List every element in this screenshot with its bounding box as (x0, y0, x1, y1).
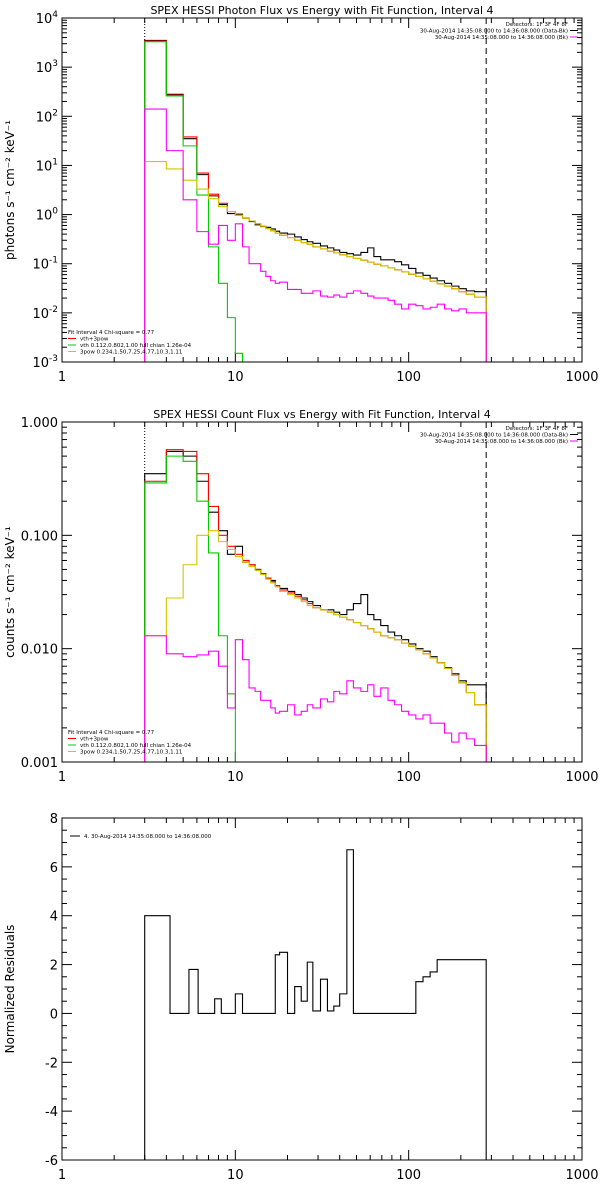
x-tick-label: 100 (396, 770, 421, 785)
legend-top-text: 30-Aug-2014 14:35:08.000 to 14:36:08.000… (435, 35, 568, 41)
series-vth-3pow (144, 40, 487, 362)
series-vth (144, 455, 487, 762)
legend-bottom-text: Fit Interval 4 Chi-square = 0.77 (68, 330, 155, 336)
plot-area (144, 18, 487, 362)
legend-bottom-text: vth+3pow (80, 337, 109, 343)
x-tick-label: 1 (58, 370, 66, 385)
y-tick-label: -4 (45, 1105, 58, 1120)
series-data-bk (144, 450, 487, 762)
x-tick-label: 1000 (565, 1168, 598, 1183)
series-residual (144, 849, 487, 1160)
x-tick-label: 10 (227, 770, 244, 785)
x-tick-label: 1000 (565, 770, 598, 785)
y-tick-label: 0.010 (21, 643, 58, 658)
y-tick-label: 8 (50, 812, 58, 827)
y-tick-label: 102 (36, 108, 58, 125)
y-tick-label: 6 (50, 861, 58, 876)
legend-bottom-text: Fit Interval 4 Chi-square = 0.77 (68, 730, 155, 736)
y-tick-label: 101 (36, 157, 58, 174)
y-tick-label: 0.100 (21, 529, 58, 544)
plot-frame (61, 17, 583, 363)
series-vth (144, 41, 487, 362)
y-tick-label: 4 (50, 910, 58, 925)
chart-panel-1: SPEX HESSI Photon Flux vs Energy with Fi… (3, 4, 599, 385)
y-tick-label: 104 (36, 10, 59, 27)
y-tick-label: -6 (45, 1154, 58, 1169)
legend-top-text: 30-Aug-2014 14:35:08.000 to 14:36:08.000… (420, 433, 568, 439)
chart-title: SPEX HESSI Count Flux vs Energy with Fit… (153, 408, 490, 421)
legend-bottom-text: vth 0.112,0.802,1.00 full chian 1.26e-04 (80, 343, 192, 349)
legend-top-text: Detectors: 1F 3F 4F 8F (506, 426, 568, 432)
y-axis-label: Normalized Residuals (3, 925, 17, 1054)
series-data-bk (144, 39, 487, 362)
chart-panel-3: Normalized Residuals 1 10 100 1000 -6 -4 -2 0 2 4 6… (3, 812, 599, 1183)
plot-area (144, 849, 487, 1160)
series-bk (144, 635, 487, 762)
y-tick-label: 10-3 (32, 354, 58, 371)
series-bk (144, 108, 487, 362)
legend-top-text: 30-Aug-2014 14:35:08.000 to 14:36:08.000… (435, 439, 568, 445)
legend-bottom-text: vth 0.112,0.802,1.00 full chian 1.26e-04 (80, 743, 192, 749)
y-tick-label: 10-2 (32, 305, 58, 322)
x-tick-label: 10 (227, 370, 244, 385)
series-3pow (144, 530, 487, 762)
y-tick-label: 10-1 (32, 256, 58, 273)
y-tick-label: 0.001 (21, 756, 58, 771)
plot-area (144, 422, 487, 762)
legend-bottom-text: 3pow 0.234,1.50,7.25,4.77,10.3,1.11 (80, 750, 182, 756)
plot-frame (61, 817, 583, 1161)
x-tick-label: 100 (396, 370, 421, 385)
y-tick-label: 100 (36, 207, 59, 224)
x-tick-label: 1 (58, 1168, 66, 1183)
chart-title: SPEX HESSI Photon Flux vs Energy with Fi… (150, 4, 493, 17)
x-tick-label: 100 (396, 1168, 421, 1183)
y-tick-label: 103 (36, 59, 58, 76)
y-tick-label: -2 (45, 1056, 58, 1071)
series-3pow (144, 160, 487, 362)
y-tick-label: 2 (50, 959, 58, 974)
plot-frame (61, 421, 583, 763)
legend-top-text: 30-Aug-2014 14:35:08.000 to 14:36:08.000… (420, 29, 568, 35)
legend-top-text: Detectors: 1F 3F 4F 8F (506, 22, 568, 28)
y-tick-label: 0 (50, 1007, 58, 1022)
legend-bottom-text: 3pow 0.234,1.50,7.25,4.77,10.3,1.11 (80, 350, 182, 356)
x-tick-label: 10 (227, 1168, 244, 1183)
chart-panel-2: SPEX HESSI Count Flux vs Energy with Fit… (3, 408, 599, 785)
x-tick-label: 1000 (565, 370, 598, 385)
x-tick-label: 1 (58, 770, 66, 785)
legend-bottom-text: vth+3pow (80, 737, 109, 743)
y-axis-label: counts s⁻¹ cm⁻² keV⁻¹ (3, 526, 17, 658)
y-axis-label: photons s⁻¹ cm⁻² keV⁻¹ (3, 120, 17, 260)
legend-top-text: 4. 30-Aug-2014 14:35:08.000 to 14:36:08.… (84, 834, 212, 840)
y-tick-label: 1.000 (21, 416, 58, 431)
